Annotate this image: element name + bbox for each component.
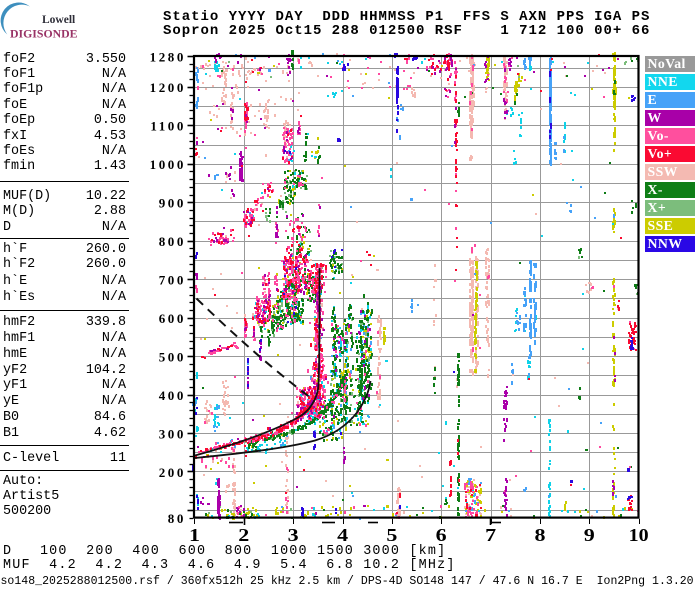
svg-text:1100: 1100	[150, 119, 186, 134]
svg-text:7: 7	[485, 525, 496, 545]
svg-text:700: 700	[159, 273, 186, 288]
svg-text:500: 500	[159, 349, 186, 364]
svg-text:4: 4	[337, 525, 348, 545]
svg-text:1: 1	[189, 525, 200, 545]
svg-text:6: 6	[436, 525, 447, 545]
svg-text:1280: 1280	[150, 49, 186, 64]
svg-text:800: 800	[159, 234, 186, 249]
svg-text:Lowell: Lowell	[42, 14, 75, 26]
svg-text:DIGISONDE: DIGISONDE	[10, 27, 78, 41]
svg-text:2: 2	[238, 525, 249, 545]
svg-text:1200: 1200	[150, 80, 186, 95]
svg-text:9: 9	[584, 525, 595, 545]
svg-text:1000: 1000	[150, 157, 186, 172]
svg-text:900: 900	[159, 196, 186, 211]
svg-text:600: 600	[159, 311, 186, 326]
svg-text:300: 300	[159, 426, 186, 441]
svg-text:400: 400	[159, 388, 186, 403]
svg-text:80: 80	[168, 511, 186, 526]
svg-text:200: 200	[159, 465, 186, 480]
svg-text:10: 10	[629, 525, 649, 545]
svg-text:5: 5	[386, 525, 397, 545]
svg-text:3: 3	[288, 525, 299, 545]
svg-text:8: 8	[535, 525, 546, 545]
